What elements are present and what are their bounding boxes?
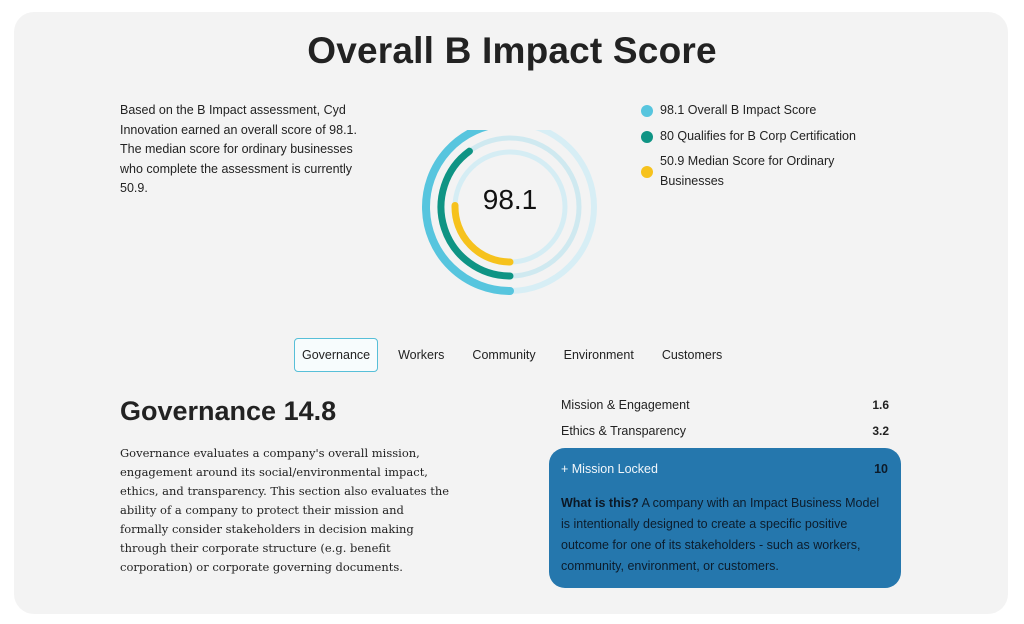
ring-median-arc xyxy=(451,201,514,266)
subscore-label: Ethics & Transparency xyxy=(561,423,687,438)
subscore-row: Ethics & Transparency 3.2 xyxy=(561,421,889,447)
subscore-value: 1.6 xyxy=(872,398,889,412)
tab-community[interactable]: Community xyxy=(472,348,536,362)
section-description: Governance evaluates a company's overall… xyxy=(120,446,450,574)
section-title: Governance 14.8 xyxy=(120,396,337,426)
legend-label-qualifies: 80 Qualifies for B Corp Certification xyxy=(660,128,856,143)
legend-label-median: 50.9 Median Score for Ordinary Businesse… xyxy=(660,154,835,188)
legend: 98.1 Overall B Impact Score 80 Qualifies… xyxy=(641,101,891,197)
what-is-this-label: What is this? xyxy=(561,496,639,510)
mission-locked-label[interactable]: + Mission Locked xyxy=(561,462,658,476)
legend-label-overall: 98.1 Overall B Impact Score xyxy=(660,103,817,117)
legend-dot-overall xyxy=(641,105,653,117)
donut-center-score: 98.1 xyxy=(482,184,538,215)
impact-area-tabs: Governance Workers Community Environment… xyxy=(294,338,742,372)
tab-customers[interactable]: Customers xyxy=(661,348,723,362)
tab-workers[interactable]: Workers xyxy=(398,348,445,362)
mission-locked-value: 10 xyxy=(874,462,888,476)
subscore-label: Mission & Engagement xyxy=(561,398,690,412)
legend-item-overall: 98.1 Overall B Impact Score xyxy=(641,101,891,121)
score-donut-chart xyxy=(422,130,597,295)
legend-dot-median xyxy=(641,166,653,178)
legend-item-median: 50.9 Median Score for Ordinary Businesse… xyxy=(641,152,891,191)
mission-locked-text: A company with an Impact Business Model … xyxy=(561,496,880,573)
page-title: Overall B Impact Score xyxy=(307,30,717,71)
mission-locked-header[interactable]: + Mission Locked 10 xyxy=(561,462,888,476)
subscore-row: Mission & Engagement 1.6 xyxy=(561,395,889,421)
mission-locked-description: What is this? A company with an Impact B… xyxy=(561,493,891,577)
subscore-value: 3.2 xyxy=(872,423,889,438)
intro-text: Based on the B Impact assessment, Cyd In… xyxy=(120,103,357,195)
tab-governance[interactable]: Governance xyxy=(294,338,379,372)
ring-overall-arc xyxy=(422,130,514,295)
mission-locked-panel[interactable]: + Mission Locked 10 What is this? A comp… xyxy=(549,448,901,588)
tab-environment[interactable]: Environment xyxy=(563,348,634,362)
legend-dot-qualifies xyxy=(641,130,653,143)
ring-qualifies-arc xyxy=(437,147,514,280)
legend-item-qualifies: 80 Qualifies for B Corp Certification xyxy=(641,127,891,147)
subscore-list: Mission & Engagement 1.6 Ethics & Transp… xyxy=(561,395,889,446)
